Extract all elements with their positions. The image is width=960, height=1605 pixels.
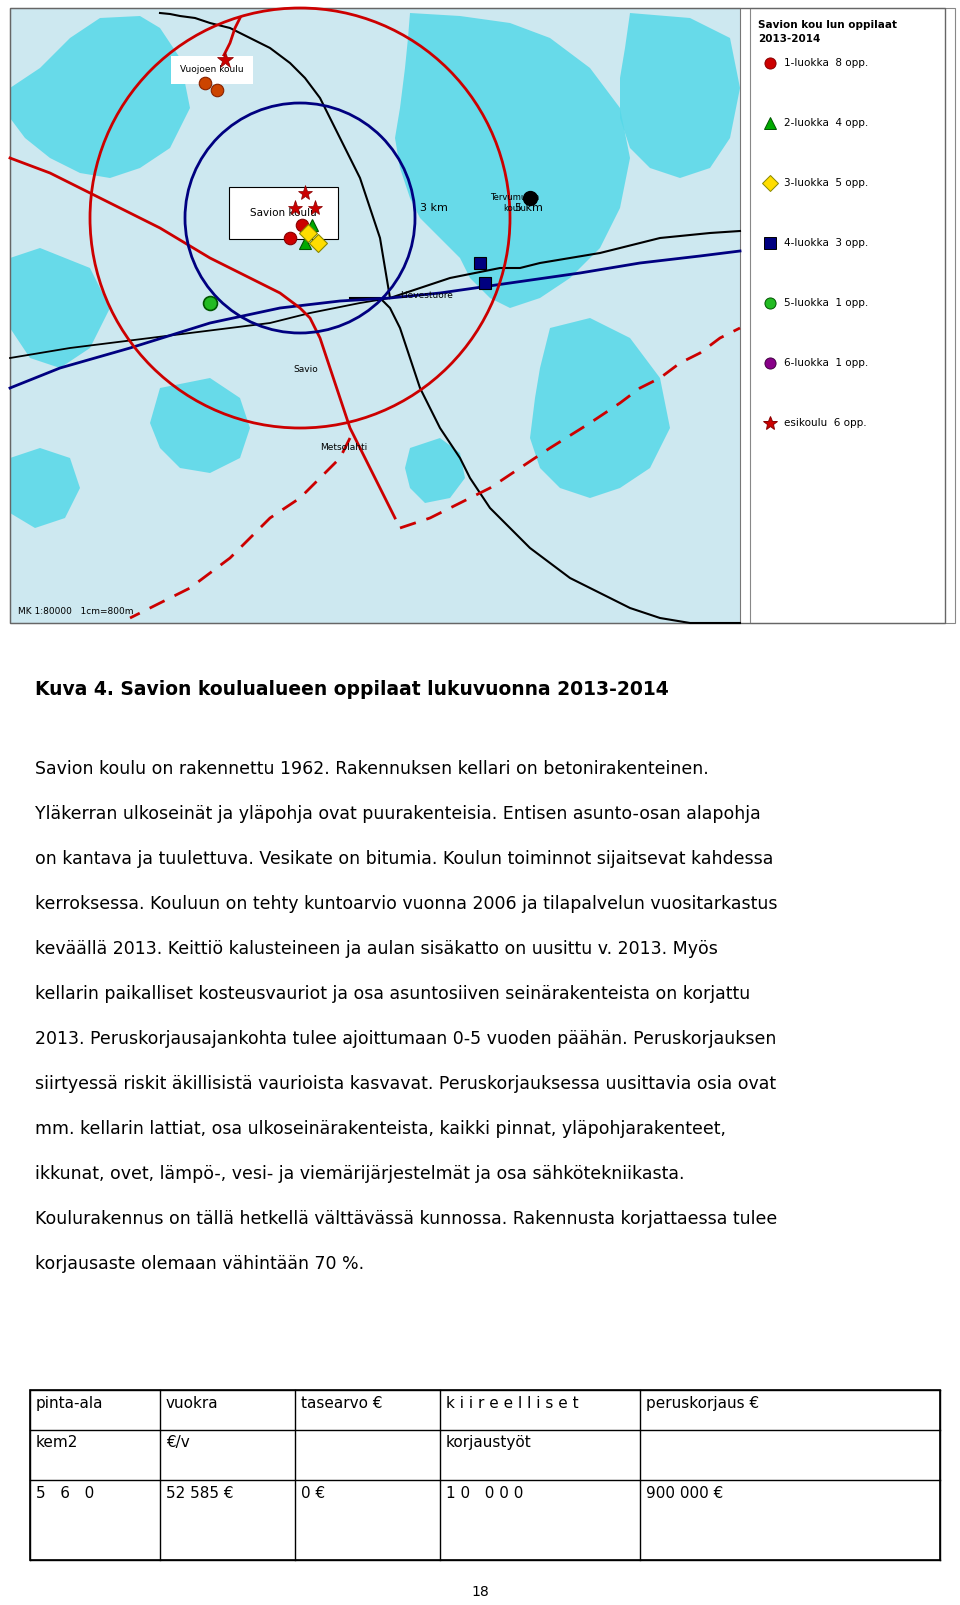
Text: 5 km: 5 km xyxy=(515,202,542,213)
Polygon shape xyxy=(10,16,190,178)
Text: 18: 18 xyxy=(471,1586,489,1599)
Polygon shape xyxy=(620,13,740,178)
Polygon shape xyxy=(530,318,670,498)
Text: 3-luokka  5 opp.: 3-luokka 5 opp. xyxy=(784,178,868,188)
Bar xyxy=(30,1390,940,1560)
Text: kerroksessa. Kouluun on tehty kuntoarvio vuonna 2006 ja tilapalvelun vuositarkas: kerroksessa. Kouluun on tehty kuntoarvio… xyxy=(35,896,778,913)
Polygon shape xyxy=(10,448,80,528)
Text: Kuva 4. Savion koulualueen oppilaat lukuvuonna 2013-2014: Kuva 4. Savion koulualueen oppilaat luku… xyxy=(35,681,669,700)
Text: 1-luokka  8 opp.: 1-luokka 8 opp. xyxy=(784,58,868,67)
Text: Yläkerran ulkoseinät ja yläpohja ovat puurakenteisia. Entisen asunto-osan alapoh: Yläkerran ulkoseinät ja yläpohja ovat pu… xyxy=(35,806,760,823)
Text: siirtyessä riskit äkillisistä vaurioista kasvavat. Peruskorjauksessa uusittavia : siirtyessä riskit äkillisistä vaurioista… xyxy=(35,1075,776,1093)
Text: 6-luokka  1 opp.: 6-luokka 1 opp. xyxy=(784,358,868,368)
Text: Tervumulen
koulu: Tervumulen koulu xyxy=(491,193,540,213)
Text: esikoulu  6 opp.: esikoulu 6 opp. xyxy=(784,417,867,429)
Text: ikkunat, ovet, lämpö-, vesi- ja viemärijärjestelmät ja osa sähkötekniikasta.: ikkunat, ovet, lämpö-, vesi- ja viemärij… xyxy=(35,1165,684,1183)
Text: Savion kou lun oppilaat: Savion kou lun oppilaat xyxy=(758,19,897,30)
Polygon shape xyxy=(395,13,630,308)
Text: 2-luokka  4 opp.: 2-luokka 4 opp. xyxy=(784,119,868,128)
Text: Vuojoen koulu: Vuojoen koulu xyxy=(180,66,244,74)
Text: peruskorjaus €: peruskorjaus € xyxy=(646,1396,759,1411)
Text: k i i r e e l l i s e t: k i i r e e l l i s e t xyxy=(446,1396,579,1411)
Text: tasearvo €: tasearvo € xyxy=(301,1396,382,1411)
Text: 5   6   0: 5 6 0 xyxy=(36,1486,94,1501)
Text: Koulurakennus on tällä hetkellä välttävässä kunnossa. Rakennusta korjattaessa tu: Koulurakennus on tällä hetkellä välttävä… xyxy=(35,1210,778,1228)
Text: MK 1:80000   1cm=800m: MK 1:80000 1cm=800m xyxy=(18,607,133,616)
Text: Savion koulu: Savion koulu xyxy=(250,209,317,218)
Text: Lievestuore: Lievestuore xyxy=(400,291,453,300)
Text: kem2: kem2 xyxy=(36,1435,79,1449)
Text: pinta-ala: pinta-ala xyxy=(36,1396,104,1411)
Text: 1 0   0 0 0: 1 0 0 0 0 xyxy=(446,1486,523,1501)
Text: korjausaste olemaan vähintään 70 %.: korjausaste olemaan vähintään 70 %. xyxy=(35,1255,364,1273)
Text: 5-luokka  1 opp.: 5-luokka 1 opp. xyxy=(784,299,868,308)
Text: 4-luokka  3 opp.: 4-luokka 3 opp. xyxy=(784,238,868,249)
Text: Savio: Savio xyxy=(293,366,318,374)
Bar xyxy=(10,8,945,623)
Text: korjaustyöt: korjaustyöt xyxy=(446,1435,532,1449)
Text: 2013. Peruskorjausajankohta tulee ajoittumaan 0-5 vuoden päähän. Peruskorjauksen: 2013. Peruskorjausajankohta tulee ajoitt… xyxy=(35,1030,777,1048)
Text: Savion koulu on rakennettu 1962. Rakennuksen kellari on betonirakenteinen.: Savion koulu on rakennettu 1962. Rakennu… xyxy=(35,761,708,778)
Text: mm. kellarin lattiat, osa ulkoseinärakenteista, kaikki pinnat, yläpohjarakenteet: mm. kellarin lattiat, osa ulkoseinäraken… xyxy=(35,1120,726,1138)
Polygon shape xyxy=(10,249,110,368)
Text: 900 000 €: 900 000 € xyxy=(646,1486,723,1501)
Bar xyxy=(750,8,955,623)
Text: 2013-2014: 2013-2014 xyxy=(758,34,821,43)
Polygon shape xyxy=(405,438,465,502)
Bar xyxy=(10,8,740,623)
Text: vuokra: vuokra xyxy=(166,1396,219,1411)
Text: Metsolahti: Metsolahti xyxy=(320,443,368,453)
Text: kellarin paikalliset kosteusvauriot ja osa asuntosiiven seinärakenteista on korj: kellarin paikalliset kosteusvauriot ja o… xyxy=(35,985,751,1003)
Polygon shape xyxy=(150,379,250,473)
Text: keväällä 2013. Keittiö kalusteineen ja aulan sisäkatto on uusittu v. 2013. Myös: keväällä 2013. Keittiö kalusteineen ja a… xyxy=(35,941,718,958)
Text: 0 €: 0 € xyxy=(301,1486,325,1501)
Text: €/v: €/v xyxy=(166,1435,190,1449)
Text: on kantava ja tuulettuva. Vesikate on bitumia. Koulun toiminnot sijaitsevat kahd: on kantava ja tuulettuva. Vesikate on bi… xyxy=(35,851,774,868)
Text: 52 585 €: 52 585 € xyxy=(166,1486,233,1501)
Text: 3 km: 3 km xyxy=(420,202,448,213)
